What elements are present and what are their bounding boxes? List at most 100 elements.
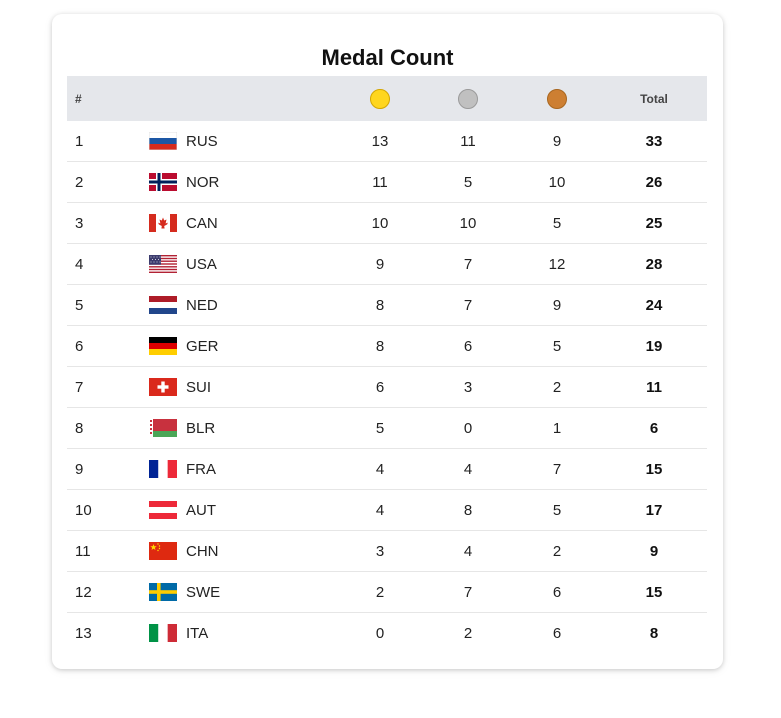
table-row: 7 SUI 6 3 2 11 bbox=[67, 367, 707, 408]
gold-column-header bbox=[350, 76, 410, 121]
bronze-count-cell: 1 bbox=[552, 419, 562, 437]
silver-count-cell: 7 bbox=[463, 583, 473, 601]
rank-cell: 7 bbox=[75, 378, 84, 396]
rank-cell: 11 bbox=[75, 542, 91, 560]
silver-count-cell: 10 bbox=[459, 214, 477, 232]
canada-flag-icon bbox=[149, 214, 177, 232]
bronze-count-cell: 5 bbox=[552, 501, 562, 519]
silver-count-cell: 4 bbox=[463, 542, 473, 560]
country-cell: ITA bbox=[149, 613, 208, 653]
bronze-medal-icon bbox=[547, 88, 567, 109]
rank-column-header: # bbox=[75, 91, 82, 106]
country-cell: CHN bbox=[149, 531, 219, 571]
gold-count-cell: 6 bbox=[375, 378, 385, 396]
table-row: 5 NED 8 7 9 24 bbox=[67, 285, 707, 326]
country-cell: AUT bbox=[149, 490, 216, 530]
gold-count-cell: 3 bbox=[375, 542, 385, 560]
country-cell: SWE bbox=[149, 572, 220, 612]
table-row: 9 FRA 4 4 7 15 bbox=[67, 449, 707, 490]
silver-count-cell: 2 bbox=[463, 624, 473, 642]
total-column-header: Total bbox=[640, 91, 668, 106]
table-row: 11 CHN 3 4 2 9 bbox=[67, 531, 707, 572]
rank-cell: 8 bbox=[75, 419, 84, 437]
silver-count-cell: 0 bbox=[463, 419, 473, 437]
switzerland-flag-icon bbox=[149, 378, 177, 396]
bronze-count-cell: 10 bbox=[548, 173, 566, 191]
table-row: 6 GER 8 6 5 19 bbox=[67, 326, 707, 367]
total-count-cell: 17 bbox=[645, 501, 663, 519]
gold-count-cell: 4 bbox=[375, 501, 385, 519]
gold-count-cell: 2 bbox=[375, 583, 385, 601]
total-count-cell: 25 bbox=[645, 214, 663, 232]
gold-count-cell: 13 bbox=[371, 132, 389, 150]
usa-flag-icon bbox=[149, 255, 177, 273]
russia-flag-icon bbox=[149, 132, 177, 150]
country-code: CHN bbox=[186, 542, 219, 560]
medal-table: # Total 1 RUS 13 11 9 33 2 NOR 11 5 10 26 3 CAN 10 10 5 2… bbox=[67, 76, 707, 653]
germany-flag-icon bbox=[149, 337, 177, 355]
table-row: 2 NOR 11 5 10 26 bbox=[67, 162, 707, 203]
country-code: USA bbox=[186, 255, 217, 273]
silver-column-header bbox=[438, 76, 498, 121]
country-cell: SUI bbox=[149, 367, 211, 407]
silver-count-cell: 7 bbox=[463, 255, 473, 273]
gold-count-cell: 5 bbox=[375, 419, 385, 437]
country-code: SWE bbox=[186, 583, 221, 601]
country-cell: USA bbox=[149, 244, 217, 284]
bronze-count-cell: 7 bbox=[552, 460, 562, 478]
country-cell: BLR bbox=[149, 408, 215, 448]
country-code: FRA bbox=[186, 460, 216, 478]
rank-cell: 3 bbox=[75, 214, 84, 232]
rank-cell: 12 bbox=[75, 583, 92, 601]
table-row: 10 AUT 4 8 5 17 bbox=[67, 490, 707, 531]
total-count-cell: 28 bbox=[645, 255, 663, 273]
country-code: CAN bbox=[186, 214, 218, 232]
bronze-count-cell: 2 bbox=[552, 378, 562, 396]
total-count-cell: 26 bbox=[645, 173, 663, 191]
rank-cell: 9 bbox=[75, 460, 84, 478]
silver-medal-icon bbox=[458, 88, 478, 109]
table-row: 3 CAN 10 10 5 25 bbox=[67, 203, 707, 244]
silver-count-cell: 5 bbox=[463, 173, 473, 191]
norway-flag-icon bbox=[149, 173, 177, 191]
country-cell: CAN bbox=[149, 203, 218, 243]
total-count-cell: 15 bbox=[645, 460, 663, 478]
silver-count-cell: 8 bbox=[463, 501, 473, 519]
bronze-count-cell: 5 bbox=[552, 214, 562, 232]
rank-cell: 6 bbox=[75, 337, 84, 355]
gold-count-cell: 11 bbox=[372, 173, 388, 191]
total-count-cell: 6 bbox=[649, 419, 659, 437]
country-code: NED bbox=[186, 296, 218, 314]
country-cell: NED bbox=[149, 285, 218, 325]
rank-cell: 10 bbox=[75, 501, 92, 519]
bronze-count-cell: 6 bbox=[552, 583, 562, 601]
table-header-row: # Total bbox=[67, 76, 707, 121]
table-row: 4 USA 9 7 12 28 bbox=[67, 244, 707, 285]
country-cell: FRA bbox=[149, 449, 216, 489]
rank-cell: 4 bbox=[75, 255, 84, 273]
silver-count-cell: 3 bbox=[463, 378, 473, 396]
gold-count-cell: 4 bbox=[375, 460, 385, 478]
rank-cell: 1 bbox=[75, 132, 84, 150]
sweden-flag-icon bbox=[149, 583, 177, 601]
total-count-cell: 24 bbox=[645, 296, 663, 314]
table-row: 1 RUS 13 11 9 33 bbox=[67, 121, 707, 162]
gold-medal-icon bbox=[370, 88, 390, 109]
gold-count-cell: 0 bbox=[375, 624, 385, 642]
medal-count-card: Medal Count # Total 1 RUS 13 11 9 33 2 NOR 11 5 10… bbox=[52, 14, 723, 669]
gold-count-cell: 8 bbox=[375, 337, 385, 355]
country-code: AUT bbox=[186, 501, 216, 519]
rank-cell: 2 bbox=[75, 173, 84, 191]
table-row: 8 BLR 5 0 1 6 bbox=[67, 408, 707, 449]
country-cell: NOR bbox=[149, 162, 219, 202]
bronze-count-cell: 12 bbox=[548, 255, 566, 273]
country-code: ITA bbox=[186, 624, 209, 642]
country-code: GER bbox=[186, 337, 219, 355]
bronze-count-cell: 9 bbox=[552, 132, 562, 150]
bronze-count-cell: 2 bbox=[552, 542, 562, 560]
china-flag-icon bbox=[149, 542, 177, 560]
france-flag-icon bbox=[149, 460, 177, 478]
total-count-cell: 11 bbox=[646, 378, 662, 396]
silver-count-cell: 4 bbox=[463, 460, 473, 478]
table-body: 1 RUS 13 11 9 33 2 NOR 11 5 10 26 3 CAN 10 10 5 25 4 USA 9 7 1… bbox=[67, 121, 707, 653]
